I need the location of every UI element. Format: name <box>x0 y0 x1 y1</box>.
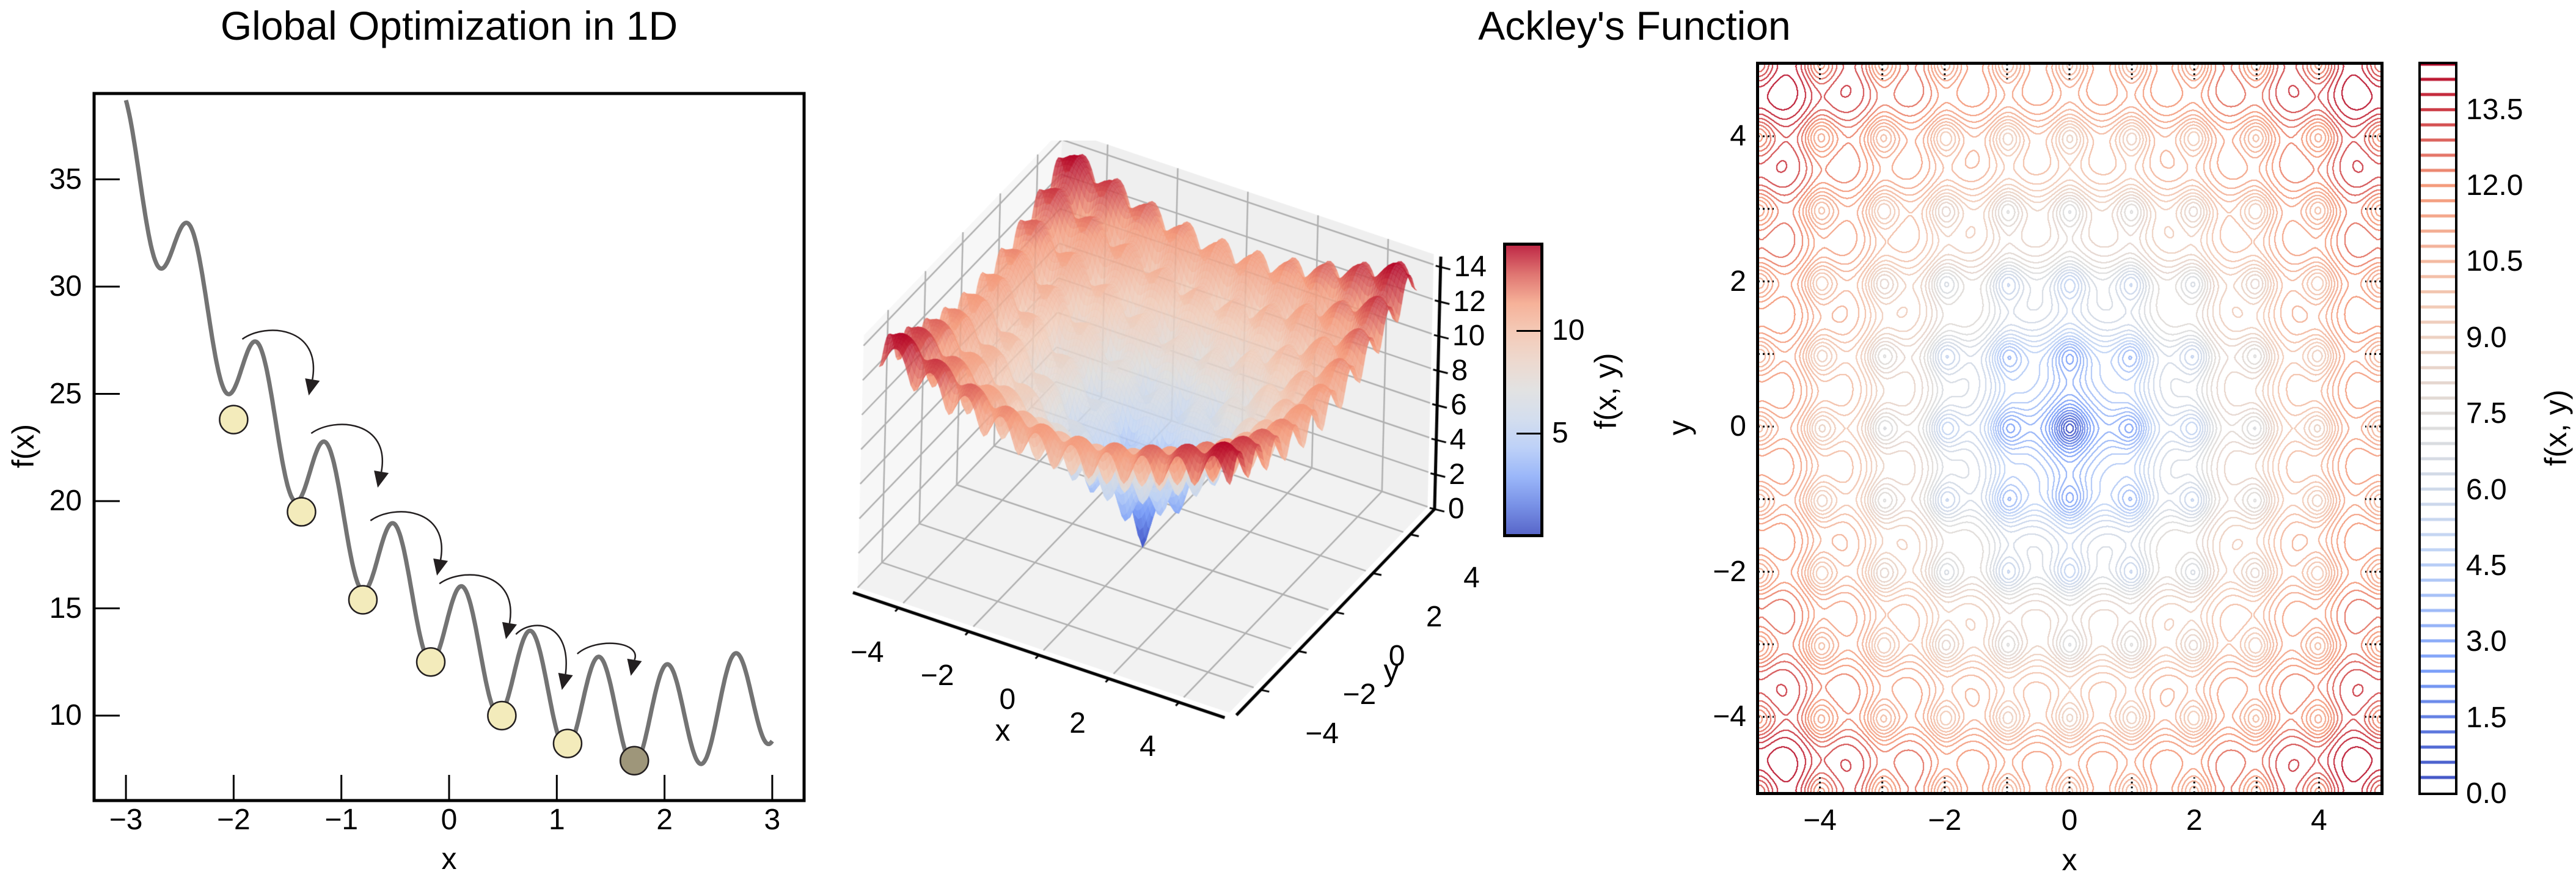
colorbar-3d <box>1503 243 1543 537</box>
y-tick-label-3d: 2 <box>1425 601 1443 634</box>
jump-arrow <box>310 424 384 472</box>
arrowhead-icon <box>558 673 573 691</box>
y-tick-label: 25 <box>49 377 82 410</box>
y-tick-label-3d: 4 <box>1463 562 1480 595</box>
z-tick-label-3d: 4 <box>1449 423 1466 456</box>
z-tick-label-3d: 10 <box>1452 320 1485 353</box>
title-ackley-function: Ackley's Function <box>1478 3 1791 48</box>
colorbar-contour-tick-label: 4.5 <box>2466 549 2507 582</box>
y-tick-label-contour: 4 <box>1730 120 1746 152</box>
x-tick-label-3d: 0 <box>999 683 1016 716</box>
x-tick-label: 1 <box>548 804 565 836</box>
jump-arrow <box>515 625 567 675</box>
x-tick-label-contour: 2 <box>2186 804 2203 837</box>
z-tick-label-3d: 12 <box>1453 285 1486 318</box>
x-axis-label-x: x <box>441 842 457 876</box>
x-tick-label-3d: 4 <box>1140 730 1156 763</box>
colorbar-contour-tick-label: 12.0 <box>2466 169 2523 202</box>
z-tick-label-3d: 14 <box>1454 250 1487 283</box>
function-curve <box>123 100 774 768</box>
x-tick-label-contour: 4 <box>2311 804 2327 837</box>
x-tick-label: −1 <box>324 804 359 836</box>
z-tick-label-3d: 2 <box>1449 458 1465 491</box>
arrowhead-icon <box>433 558 448 576</box>
x-tick-label: −2 <box>217 804 251 836</box>
colorbar-contour-tick-label: 10.5 <box>2466 245 2523 278</box>
colorbar-tick-mark <box>1517 329 1541 332</box>
x-tick-label-contour: −2 <box>1928 804 1962 837</box>
colorbar-3d-tick-label: 10 <box>1552 314 1585 347</box>
arrowhead-icon <box>627 658 642 676</box>
y-tick-label-3d: −2 <box>1342 678 1377 711</box>
jump-arrow <box>370 511 443 560</box>
surface-3d-canvas <box>843 141 1515 752</box>
colorbar-contour-tick-label: 7.5 <box>2466 397 2507 430</box>
y-tick-label: 30 <box>49 270 82 302</box>
x-tick-label-3d: −2 <box>920 659 954 692</box>
ball-marker <box>219 405 249 435</box>
jump-arrow <box>576 642 636 661</box>
y-axis-label-contour: y <box>1662 420 1696 436</box>
jump-arrow <box>241 329 315 380</box>
ball-marker <box>415 647 446 677</box>
colorbar-contour-tick-label: 13.5 <box>2466 93 2523 126</box>
y-tick-label: 20 <box>49 485 82 517</box>
arrowhead-icon <box>374 471 389 488</box>
x-tick-label-3d: −4 <box>850 636 884 669</box>
x-axis-label-3d: x <box>995 713 1011 747</box>
arrowhead-icon <box>305 378 320 396</box>
y-tick-label: 15 <box>49 592 82 625</box>
y-tick-label-contour: 0 <box>1730 410 1746 442</box>
arrowhead-icon <box>502 622 517 639</box>
y-tick-label-contour: −2 <box>1713 555 1746 588</box>
colorbar-tick-mark <box>1517 432 1541 435</box>
y-tick-label-contour: 2 <box>1730 265 1746 298</box>
x-tick-label-contour: 0 <box>2061 804 2078 837</box>
title-global-optimization: Global Optimization in 1D <box>220 3 678 48</box>
ball-marker <box>487 700 517 731</box>
x-axis-label-contour: x <box>2062 843 2077 877</box>
ball-marker <box>552 728 583 758</box>
x-tick-label: 3 <box>764 804 781 836</box>
x-tick-label-3d: 2 <box>1069 706 1086 739</box>
ball-marker <box>348 585 378 615</box>
y-tick-label-3d: 0 <box>1388 639 1405 672</box>
colorbar-contour-lines <box>2421 64 2455 793</box>
colorbar-contour-tick-label: 0.0 <box>2466 777 2507 810</box>
contour-canvas <box>1758 64 2382 793</box>
x-tick-label-contour: −4 <box>1803 804 1837 837</box>
y-tick-label-contour: −4 <box>1713 700 1746 733</box>
colorbar-3d-tick-label: 5 <box>1552 417 1568 450</box>
z-tick-label-3d: 6 <box>1451 389 1467 422</box>
x-tick-label: −3 <box>109 804 143 836</box>
colorbar-contour-tick-label: 9.0 <box>2466 321 2507 354</box>
y-axis-label-3d: y <box>1383 653 1399 688</box>
y-tick-label: 35 <box>49 163 82 196</box>
colorbar-contour-tick-label: 6.0 <box>2466 473 2507 506</box>
colorbar-contour-label: f(x, y) <box>2539 389 2573 466</box>
y-tick-label-3d: −4 <box>1305 717 1339 750</box>
contour-frame <box>1756 62 2384 795</box>
z-tick-label-3d: 0 <box>1447 493 1465 526</box>
colorbar-contour-tick-label: 1.5 <box>2466 701 2507 734</box>
ball-marker <box>287 497 317 527</box>
y-tick-label: 10 <box>49 699 82 732</box>
z-tick-label-3d: 8 <box>1451 354 1468 387</box>
jump-arrow <box>439 574 511 624</box>
ball-marker <box>619 746 649 776</box>
colorbar-contour <box>2418 62 2457 795</box>
x-tick-label: 2 <box>656 804 673 836</box>
colorbar-contour-tick-label: 3.0 <box>2466 625 2507 658</box>
x-tick-label: 0 <box>441 804 458 836</box>
